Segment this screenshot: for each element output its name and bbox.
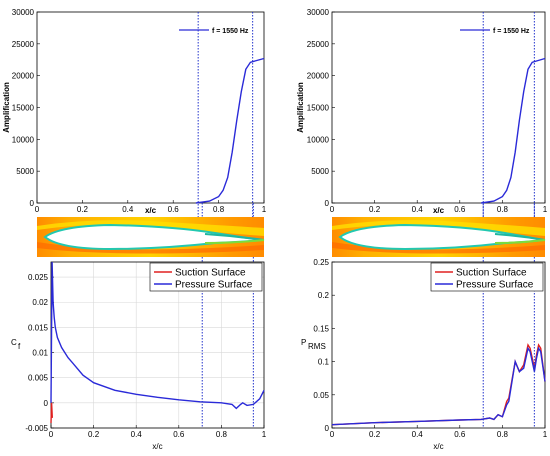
x-axis-title: x/c [433, 206, 445, 215]
y-tick-label: 5000 [311, 167, 329, 176]
y-tick-label: 0 [30, 199, 35, 208]
y-tick-label: 15000 [307, 104, 330, 113]
y-axis-title-subscript: f [18, 342, 21, 351]
y-tick-label: 20000 [12, 72, 35, 81]
x-axis-title: x/c [152, 442, 162, 451]
y-tick-label: 0.1 [318, 358, 330, 367]
y-axis-title: Amplification [296, 82, 305, 133]
y-tick-label: 0.02 [32, 298, 48, 307]
legend-label: f = 1550 Hz [212, 28, 249, 35]
x-tick-label: 0.8 [216, 430, 228, 439]
x-tick-label: 0.4 [412, 430, 424, 439]
legend-label: Pressure Surface [456, 280, 534, 291]
y-tick-label: 0.25 [313, 258, 329, 267]
y-tick-label: 25000 [12, 40, 35, 49]
y-axis-title: C [11, 338, 17, 347]
y-tick-label: 0 [325, 199, 330, 208]
y-tick-label: 0.2 [318, 291, 330, 300]
x-axis-title: x/c [145, 206, 157, 215]
x-tick-label: 0.4 [412, 205, 424, 214]
chart-cf: 0 0.2 0.4 0.6 0.8 1-0.00500.0050.010.0150.020… [11, 203, 267, 451]
x-tick-label: 0.6 [454, 205, 466, 214]
legend-label: Suction Surface [175, 268, 246, 279]
x-tick-label: 1 [543, 205, 548, 214]
series-line [50, 261, 265, 410]
legend-label: Suction Surface [456, 268, 527, 279]
x-tick-label: 0.4 [122, 205, 134, 214]
x-tick-label: 0.6 [173, 430, 185, 439]
y-tick-label: 20000 [307, 72, 330, 81]
y-tick-label: 15000 [12, 104, 35, 113]
x-axis-title: x/c [433, 442, 443, 451]
y-axis-title-subscript: RMS [308, 342, 326, 351]
x-tick-label: 0.4 [131, 430, 143, 439]
x-tick-label: 0 [330, 205, 335, 214]
y-tick-label: 0.025 [28, 273, 49, 282]
y-tick-label: 0.015 [28, 323, 49, 332]
plot-frame [331, 11, 546, 204]
x-tick-label: 0.6 [454, 430, 466, 439]
x-tick-label: 0 [330, 430, 335, 439]
legend-box [149, 262, 263, 292]
y-tick-label: 30000 [307, 8, 330, 17]
contour-strip-right [332, 217, 546, 257]
x-tick-label: 0.2 [77, 205, 89, 214]
y-tick-label: 30000 [12, 8, 35, 17]
y-tick-label: 10000 [307, 135, 330, 144]
y-tick-label: 0 [325, 424, 330, 433]
y-tick-label: 0.15 [313, 324, 329, 333]
y-tick-label: 0.01 [32, 349, 48, 358]
y-tick-label: 10000 [12, 135, 35, 144]
y-axis-title: Amplification [2, 82, 11, 133]
x-tick-label: 1 [262, 430, 267, 439]
contour-strip-left [37, 217, 265, 257]
x-tick-label: 0 [35, 205, 40, 214]
y-tick-label: 25000 [307, 40, 330, 49]
x-tick-label: 0.8 [497, 205, 509, 214]
x-tick-label: 1 [262, 205, 267, 214]
series-line [50, 402, 53, 424]
legend-box [430, 262, 544, 292]
x-tick-label: 0.2 [88, 430, 100, 439]
x-tick-label: 0.8 [497, 430, 509, 439]
legend-label: f = 1550 Hz [493, 28, 530, 35]
series-line [331, 343, 546, 426]
series-line [480, 57, 546, 204]
y-axis-title: P [301, 338, 306, 347]
x-tick-label: 0.2 [369, 205, 381, 214]
x-tick-label: 0.2 [369, 430, 381, 439]
x-tick-label: 1 [543, 430, 548, 439]
x-tick-label: 0.6 [168, 205, 180, 214]
y-tick-label: 0.005 [28, 374, 49, 383]
plot-frame [331, 261, 546, 429]
x-tick-label: 0 [49, 430, 54, 439]
plot-frame [36, 11, 265, 204]
series-line [195, 57, 265, 204]
series-line [331, 346, 546, 426]
chart-amp-left: 0 0.2 0.4 0.6 0.8 1 0 5000 10000 15000 20000 25000 3… [2, 8, 267, 217]
y-tick-label: 0.05 [313, 391, 329, 400]
y-tick-label: 5000 [16, 167, 34, 176]
x-tick-label: 0.8 [213, 205, 225, 214]
y-tick-label: -0.005 [25, 424, 48, 433]
legend-label: Pressure Surface [175, 280, 253, 291]
y-tick-label: 0 [44, 399, 49, 408]
chart-amp-right: 0 0.2 0.4 0.6 0.8 1 0 5000 10000 15000 20000 25000 3… [296, 8, 548, 217]
